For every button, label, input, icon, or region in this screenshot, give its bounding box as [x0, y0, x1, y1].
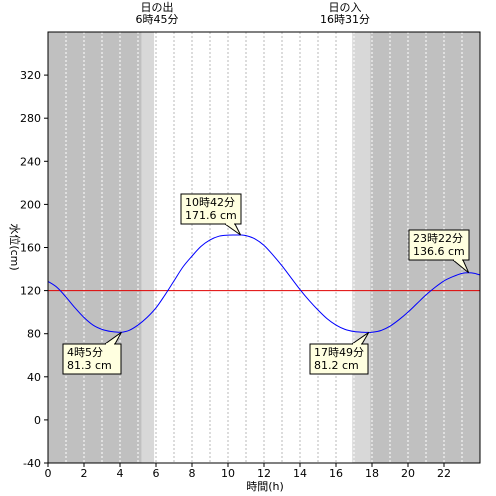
y-tick-label: 200 [20, 198, 41, 211]
callout-box [180, 193, 242, 225]
y-tick-label: 80 [27, 328, 41, 341]
twilight-band-dusk [352, 32, 371, 463]
day-night-background [48, 32, 480, 463]
x-tick-label: 6 [153, 467, 160, 480]
callout-box [62, 343, 122, 375]
x-tick-label: 10 [221, 467, 235, 480]
sunset-label: 日の入 [329, 1, 362, 14]
sunset-time: 16時31分 [320, 13, 370, 26]
sunrise-time: 6時45分 [136, 13, 179, 26]
sun-labels: 日の出 6時45分 日の入 16時31分 [136, 0, 371, 26]
night-band-morning [48, 32, 142, 463]
y-tick-label: 120 [20, 285, 41, 298]
x-tick-label: 20 [401, 467, 415, 480]
y-tick-label: 40 [27, 371, 41, 384]
callout-value: 81.3 cm [67, 359, 112, 372]
y-axis-label: 水位(cm) [8, 223, 22, 270]
x-tick-label: 8 [189, 467, 196, 480]
x-tick-label: 22 [437, 467, 451, 480]
y-tick-label: 240 [20, 155, 41, 168]
x-tick-label: 18 [365, 467, 379, 480]
x-tick-label: 4 [117, 467, 124, 480]
callout-time: 23時22分 [413, 232, 463, 245]
y-tick-label: 0 [34, 414, 41, 427]
y-tick-label: -40 [23, 457, 41, 470]
y-tick-label: 280 [20, 112, 41, 125]
callout-box [408, 229, 470, 261]
sunrise-label: 日の出 [141, 0, 174, 14]
callout-time: 4時5分 [67, 346, 103, 359]
callout-value: 171.6 cm [185, 209, 237, 222]
y-tick-label: 160 [20, 242, 41, 255]
axes: -40 0 40 80 120 160 200 240 280 320 0 2 4 6 8 10 12 14 16 1… [20, 69, 451, 480]
callout-box [309, 343, 369, 375]
y-tick-label: 320 [20, 69, 41, 82]
x-tick-label: 0 [45, 467, 52, 480]
day-band [154, 32, 353, 463]
x-tick-label: 12 [257, 467, 271, 480]
callout-value: 136.6 cm [413, 245, 465, 258]
x-tick-label: 16 [329, 467, 343, 480]
x-tick-label: 2 [81, 467, 88, 480]
callout-time: 17時49分 [314, 346, 364, 359]
x-axis-label: 時間(h) [246, 480, 284, 493]
x-tick-label: 14 [293, 467, 307, 480]
callout-value: 81.2 cm [314, 359, 359, 372]
callout-time: 10時42分 [185, 196, 235, 209]
twilight-band-dawn [141, 32, 155, 463]
